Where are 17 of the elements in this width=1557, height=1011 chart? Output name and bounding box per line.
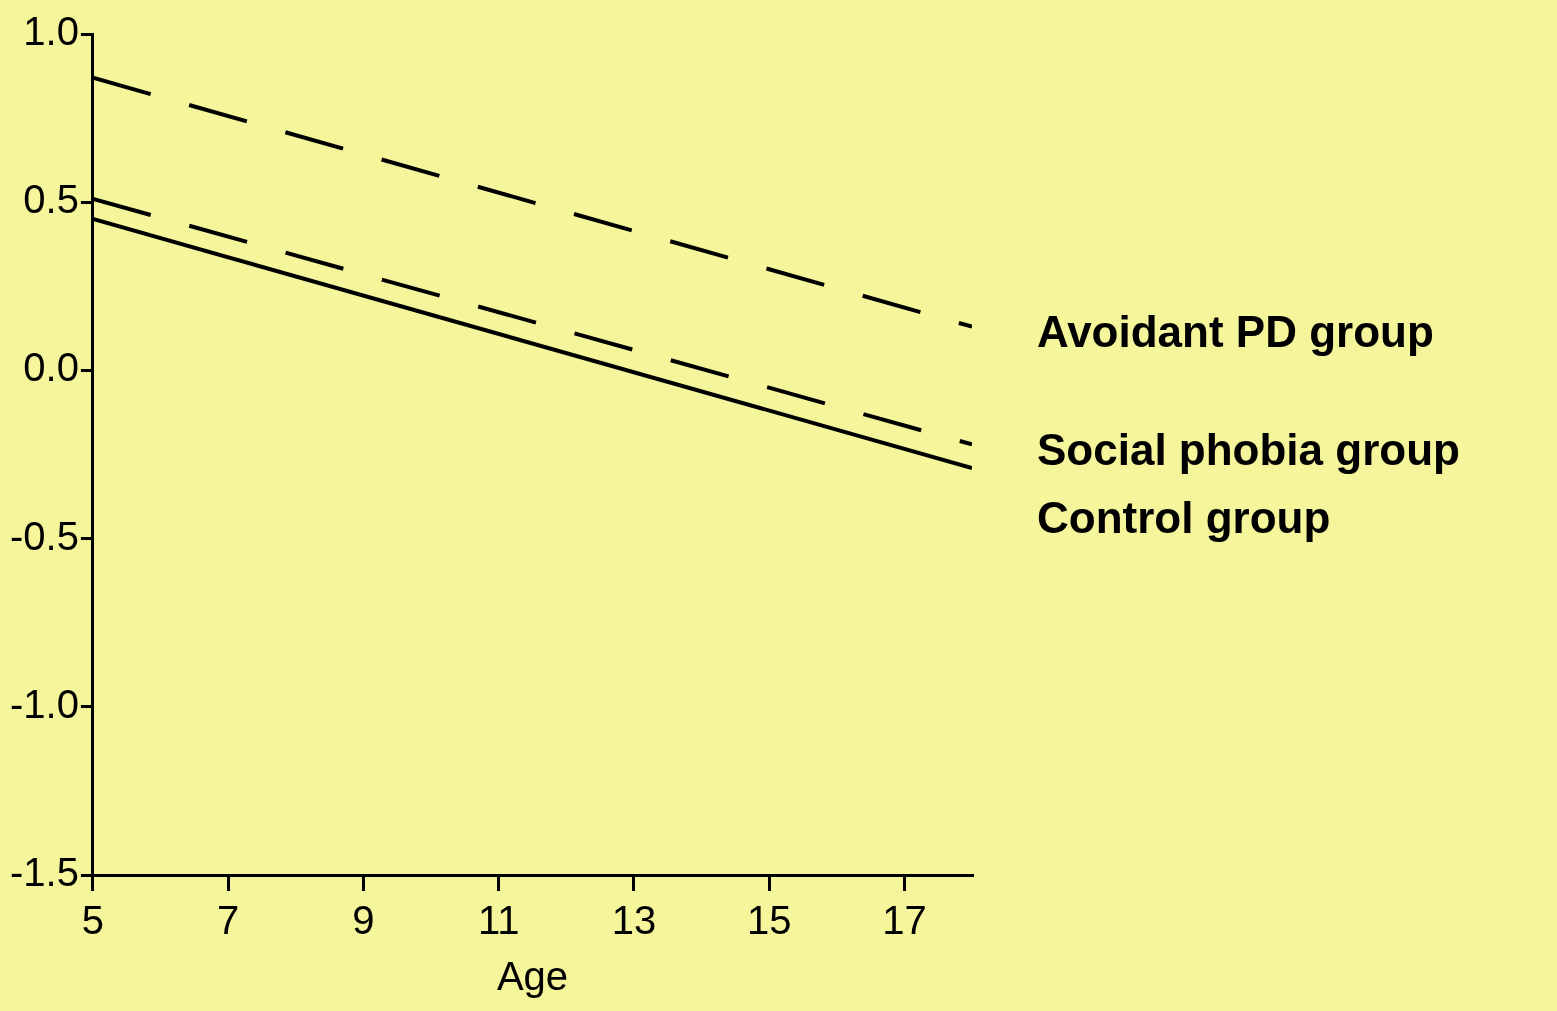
series-label: Control group	[1037, 492, 1331, 542]
x-tick-label: 13	[611, 898, 657, 943]
y-tick-label: -1.0	[9, 681, 79, 726]
y-tick-label: 0.0	[23, 345, 79, 390]
y-tick-label: 1.0	[23, 9, 79, 54]
x-tick-label: 15	[746, 898, 792, 943]
y-tick-label: -0.5	[9, 513, 79, 558]
x-tick-label: 5	[81, 898, 105, 943]
series-label: Avoidant PD group	[1037, 306, 1434, 356]
x-tick-label: 7	[217, 898, 240, 943]
series-label: Social phobia group	[1037, 424, 1460, 474]
x-tick-label: 9	[352, 898, 375, 943]
x-tick-label: 17	[882, 898, 927, 943]
x-tick-label: 11	[477, 898, 520, 943]
y-tick-label: 0.5	[23, 177, 79, 222]
x-axis-title: Age	[496, 954, 569, 999]
y-tick-label: -1.5	[9, 850, 79, 895]
